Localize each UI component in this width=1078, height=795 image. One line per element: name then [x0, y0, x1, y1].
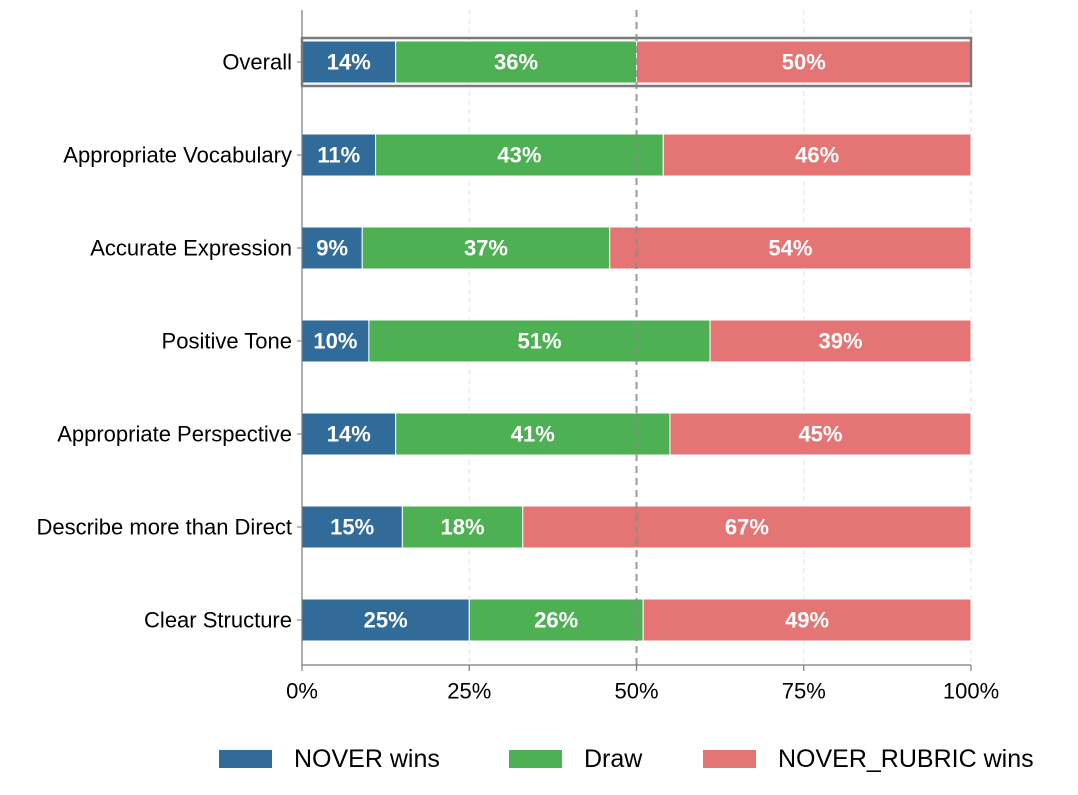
bar-segment — [669, 412, 972, 456]
bar-segment — [301, 505, 403, 549]
legend: NOVER wins Draw NOVER_RUBRIC wins — [219, 745, 1034, 773]
data-label: 14% — [327, 422, 371, 447]
legend-swatch — [509, 750, 562, 768]
category-label: Describe more than Direct — [36, 515, 292, 540]
category-label: Positive Tone — [162, 329, 292, 354]
data-label: 45% — [798, 422, 842, 447]
bar-segment — [375, 133, 664, 177]
data-label: 25% — [364, 608, 408, 633]
data-label: 39% — [819, 329, 863, 354]
bars: 14% 36% 50% 11% 43% 46% 9% 37% 54% 10% 51% 39% 14% 41… — [300, 36, 973, 642]
x-tick-label: 0% — [286, 679, 318, 704]
data-label: 49% — [785, 608, 829, 633]
bar-segment — [662, 133, 972, 177]
legend-label: NOVER wins — [294, 745, 440, 773]
data-label: 51% — [517, 329, 561, 354]
bar-segment — [361, 226, 611, 270]
bar-segment — [368, 319, 711, 363]
bar-segment — [395, 40, 637, 84]
bar-segment — [401, 505, 524, 549]
x-tick-label: 100% — [943, 679, 999, 704]
data-label: 67% — [725, 515, 769, 540]
data-label: 37% — [464, 236, 508, 261]
data-label: 46% — [795, 143, 839, 168]
data-label: 9% — [316, 236, 348, 261]
x-tick-label: 25% — [447, 679, 491, 704]
data-label: 41% — [511, 422, 555, 447]
legend-swatch — [703, 750, 756, 768]
bar-segment — [609, 226, 972, 270]
bar-segment — [642, 598, 972, 642]
data-label: 14% — [327, 50, 371, 75]
data-label: 15% — [330, 515, 374, 540]
category-label: Overall — [222, 50, 292, 75]
data-label: 43% — [497, 143, 541, 168]
data-label: 54% — [768, 236, 812, 261]
category-label: Appropriate Vocabulary — [63, 143, 292, 168]
data-label: 50% — [782, 50, 826, 75]
category-label: Accurate Expression — [90, 236, 292, 261]
x-tick-label: 75% — [782, 679, 826, 704]
bar-segment — [522, 505, 972, 549]
category-label: Clear Structure — [144, 608, 292, 633]
data-label: 10% — [313, 329, 357, 354]
x-tick-label: 50% — [614, 679, 658, 704]
data-label: 36% — [494, 50, 538, 75]
data-label: 26% — [534, 608, 578, 633]
bar-segment — [709, 319, 972, 363]
legend-swatch — [219, 750, 272, 768]
legend-label: Draw — [584, 745, 643, 773]
data-label: 18% — [441, 515, 485, 540]
data-label: 11% — [317, 143, 360, 168]
bar-segment — [395, 412, 671, 456]
category-label: Appropriate Perspective — [57, 422, 292, 447]
legend-label: NOVER_RUBRIC wins — [778, 745, 1034, 773]
axes: Overall Appropriate Vocabulary Accurate Ex… — [36, 10, 999, 704]
